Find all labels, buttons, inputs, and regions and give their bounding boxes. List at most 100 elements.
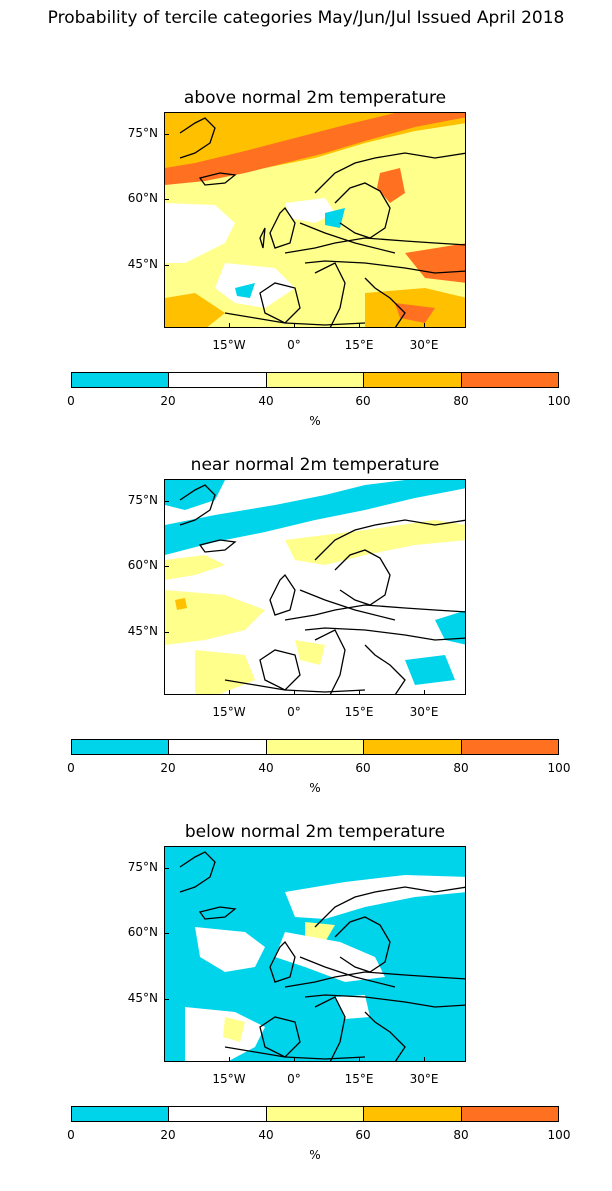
lon-label-0: 0°	[287, 1072, 301, 1086]
lat-label-75n: 75°N	[127, 126, 158, 140]
colorbar-tick: 20	[160, 394, 176, 408]
ytick	[164, 265, 169, 266]
ytick	[164, 632, 169, 633]
colorbar	[71, 1106, 559, 1122]
panel-above-normal: above normal 2m temperature	[0, 88, 612, 457]
ytick	[164, 501, 169, 502]
colorbar-segment-40-60	[266, 373, 365, 387]
map-plot	[165, 113, 465, 327]
colorbar-tick: 60	[355, 761, 371, 775]
colorbar-unit: %	[309, 414, 321, 428]
ytick	[164, 868, 169, 869]
xtick	[424, 323, 425, 328]
region-40-60	[165, 555, 225, 580]
xtick	[359, 1057, 360, 1062]
lon-label-30e: 30°E	[409, 338, 439, 352]
colorbar-tick: 100	[547, 761, 571, 775]
colorbar-segment-80-100	[461, 373, 559, 387]
map-plot	[165, 847, 465, 1061]
colorbar-tick: 0	[67, 394, 75, 408]
colorbar-segment-60-80	[364, 1107, 462, 1121]
colorbar-segment-80-100	[461, 740, 559, 754]
coastlines	[179, 484, 465, 694]
lon-label-15e: 15°E	[344, 705, 374, 719]
ytick	[164, 199, 169, 200]
map-above-normal[interactable]	[164, 112, 466, 328]
colorbar	[71, 739, 559, 755]
region-80-100	[165, 113, 465, 185]
colorbar-tick: 100	[547, 394, 571, 408]
xtick	[294, 1057, 295, 1062]
lon-label-15e: 15°E	[344, 338, 374, 352]
map-below-normal[interactable]	[164, 846, 466, 1062]
lat-label-45n: 45°N	[127, 257, 158, 271]
colorbar-unit: %	[309, 781, 321, 795]
panel-title: near normal 2m temperature	[190, 455, 440, 475]
colorbar-segment-20-40	[169, 740, 267, 754]
xtick	[424, 690, 425, 695]
colorbar-tick: 80	[453, 1128, 469, 1142]
ytick	[164, 134, 169, 135]
lon-label-0: 0°	[287, 705, 301, 719]
coastlines	[179, 117, 465, 327]
colorbar-segment-0-20	[72, 1107, 170, 1121]
xtick	[424, 1057, 425, 1062]
xtick	[294, 690, 295, 695]
colorbar-tick: 0	[67, 1128, 75, 1142]
colorbar-segment-40-60	[266, 1107, 365, 1121]
xtick	[359, 323, 360, 328]
colorbar-segment-20-40	[169, 1107, 267, 1121]
panel-title: above normal 2m temperature	[183, 88, 447, 108]
xtick	[229, 323, 230, 328]
panel-title: below normal 2m temperature	[184, 822, 446, 842]
colorbar-segment-0-20	[72, 740, 170, 754]
xtick	[359, 690, 360, 695]
colorbar-tick: 0	[67, 761, 75, 775]
xtick	[229, 1057, 230, 1062]
lat-label-75n: 75°N	[127, 860, 158, 874]
ytick	[164, 999, 169, 1000]
region-20-40	[165, 203, 235, 263]
colorbar-tick: 100	[547, 1128, 571, 1142]
lon-label-30e: 30°E	[409, 1072, 439, 1086]
xtick	[294, 323, 295, 328]
lat-label-60n: 60°N	[127, 191, 158, 205]
lon-label-15w: 15°W	[212, 338, 246, 352]
panel-below-normal: below normal 2m temperature	[0, 822, 612, 1191]
coastlines	[179, 851, 465, 1061]
colorbar-segment-0-20	[72, 373, 170, 387]
colorbar	[71, 372, 559, 388]
colorbar-tick: 20	[160, 761, 176, 775]
colorbar-tick: 20	[160, 1128, 176, 1142]
lat-label-75n: 75°N	[127, 493, 158, 507]
colorbar-segment-60-80	[364, 373, 462, 387]
colorbar-tick: 60	[355, 1128, 371, 1142]
ytick	[164, 566, 169, 567]
colorbar-segment-60-80	[364, 740, 462, 754]
colorbar-tick: 60	[355, 394, 371, 408]
region-20-40	[285, 875, 465, 919]
ytick	[164, 933, 169, 934]
lat-label-60n: 60°N	[127, 558, 158, 572]
colorbar-segment-80-100	[461, 1107, 559, 1121]
lon-label-15w: 15°W	[212, 1072, 246, 1086]
colorbar-tick: 40	[258, 1128, 274, 1142]
panel-near-normal: near normal 2m temperature	[0, 455, 612, 824]
lat-label-60n: 60°N	[127, 925, 158, 939]
lon-label-15w: 15°W	[212, 705, 246, 719]
colorbar-segment-20-40	[169, 373, 267, 387]
lat-label-45n: 45°N	[127, 991, 158, 1005]
lon-label-0: 0°	[287, 338, 301, 352]
colorbar-tick: 80	[453, 761, 469, 775]
map-near-normal[interactable]	[164, 479, 466, 695]
colorbar-tick: 80	[453, 394, 469, 408]
region-0-20	[165, 480, 225, 510]
colorbar-segment-40-60	[266, 740, 365, 754]
colorbar-tick: 40	[258, 761, 274, 775]
xtick	[229, 690, 230, 695]
lon-label-30e: 30°E	[409, 705, 439, 719]
colorbar-unit: %	[309, 1148, 321, 1162]
lon-label-15e: 15°E	[344, 1072, 374, 1086]
colorbar-tick: 40	[258, 394, 274, 408]
figure-title: Probability of tercile categories May/Ju…	[47, 8, 565, 28]
